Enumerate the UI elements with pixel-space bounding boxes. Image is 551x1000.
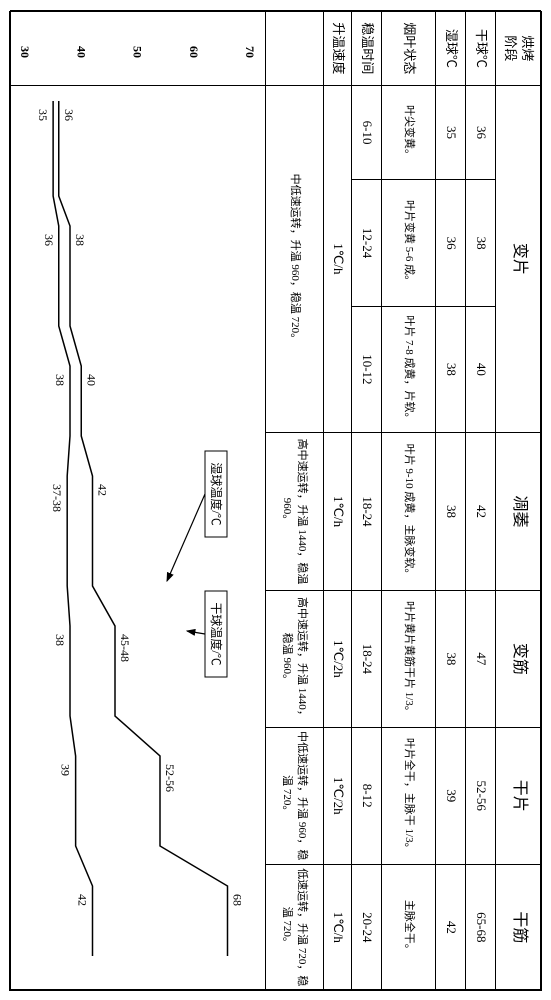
wet-bulb-row: 湿球℃ 35 36 38 38 38 39 42 bbox=[436, 12, 466, 991]
svg-text:36: 36 bbox=[42, 234, 56, 246]
label-wet: 湿球℃ bbox=[436, 12, 466, 86]
svg-text:36: 36 bbox=[62, 109, 76, 121]
cell-ramp: 1℃/h bbox=[324, 433, 352, 591]
stage-diaowei: 凋萎 bbox=[496, 433, 542, 591]
svg-text:42: 42 bbox=[96, 484, 110, 496]
svg-text:干球温度/℃: 干球温度/℃ bbox=[209, 602, 224, 665]
cell-hold: 6-10 bbox=[352, 85, 382, 180]
cell-hold: 18-24 bbox=[352, 433, 382, 591]
cell-hold: 12-24 bbox=[352, 180, 382, 306]
svg-text:35: 35 bbox=[36, 109, 50, 121]
svg-text:30: 30 bbox=[18, 46, 32, 58]
cell-dry: 42 bbox=[466, 433, 496, 591]
svg-text:50: 50 bbox=[131, 46, 145, 58]
svg-text:39: 39 bbox=[59, 764, 73, 776]
stage-ganpian: 干片 bbox=[496, 727, 542, 864]
label-hold: 稳温时间 bbox=[352, 12, 382, 86]
cell-leaf: 主脉全干。 bbox=[382, 864, 436, 990]
rotated-content: 烘烤 阶段 变片 凋萎 变筋 干片 干筋 干球℃ 36 38 40 42 47 … bbox=[11, 11, 542, 991]
cell-fan: 高中速运转，升温 1440，稳温 960。 bbox=[266, 433, 324, 591]
label-ramp: 升温速度 bbox=[324, 12, 352, 86]
leaf-state-row: 烟叶状态 叶尖变黄。 叶片变黄 5-6 成。 叶片 7-8 成黄，片软。 叶片 … bbox=[382, 12, 436, 991]
hold-time-row: 稳温时间 6-10 12-24 10-12 18-24 18-24 8-12 2… bbox=[352, 12, 382, 991]
cell-dry: 52-56 bbox=[466, 727, 496, 864]
svg-text:38: 38 bbox=[73, 234, 87, 246]
cell-dry: 47 bbox=[466, 590, 496, 727]
cell-fan: 中低速运转，升温 960，稳温 720。 bbox=[266, 727, 324, 864]
cell-fan: 中低速运转，升温 960，稳温 720。 bbox=[266, 85, 324, 432]
cell-dry: 36 bbox=[466, 85, 496, 180]
y-axis-cell: 70 60 50 40 30 bbox=[10, 12, 266, 86]
chart-cell: 36 38 40 42 45-48 52-56 68 35 36 38 37-38 38 39 42 湿球温… bbox=[10, 85, 266, 990]
label-stage: 烘烤 阶段 bbox=[496, 12, 542, 86]
cell-wet: 38 bbox=[436, 433, 466, 591]
cell-wet: 38 bbox=[436, 590, 466, 727]
chart-row: 70 60 50 40 30 36 38 40 42 45-48 52-56 68 35 36 38 37-… bbox=[10, 12, 266, 991]
svg-text:湿球温度/℃: 湿球温度/℃ bbox=[209, 462, 224, 525]
svg-text:70: 70 bbox=[243, 46, 257, 58]
svg-text:38: 38 bbox=[53, 634, 67, 646]
cell-leaf: 叶片黄片黄筋干片 1/3。 bbox=[382, 590, 436, 727]
cell-wet: 42 bbox=[436, 864, 466, 990]
stage-header-row: 烘烤 阶段 变片 凋萎 变筋 干片 干筋 bbox=[496, 12, 542, 991]
ramp-rate-row: 升温速度 1℃/h 1℃/h 1℃/2h 1℃/2h 1℃/h bbox=[324, 12, 352, 991]
svg-text:38: 38 bbox=[53, 374, 67, 386]
cell-fan: 低速运转，升温 720，稳温 720。 bbox=[266, 864, 324, 990]
cell-dry: 65-68 bbox=[466, 864, 496, 990]
fan-row: 中低速运转，升温 960，稳温 720。 高中速运转，升温 1440，稳温 96… bbox=[266, 12, 324, 991]
y-axis-svg: 70 60 50 40 30 bbox=[10, 12, 265, 82]
stage-bianjin: 变筋 bbox=[496, 590, 542, 727]
cell-dry: 38 bbox=[466, 180, 496, 306]
cell-ramp: 1℃/2h bbox=[324, 727, 352, 864]
cell-ramp: 1℃/2h bbox=[324, 590, 352, 727]
svg-text:52-56: 52-56 bbox=[163, 764, 177, 792]
stage-bianpian: 变片 bbox=[496, 85, 542, 432]
cell-hold: 8-12 bbox=[352, 727, 382, 864]
svg-text:42: 42 bbox=[76, 894, 90, 906]
svg-text:37-38: 37-38 bbox=[50, 484, 64, 512]
cell-leaf: 叶片 7-8 成黄，片软。 bbox=[382, 306, 436, 432]
cell-wet: 35 bbox=[436, 85, 466, 180]
dry-bulb-row: 干球℃ 36 38 40 42 47 52-56 65-68 bbox=[466, 12, 496, 991]
cell-wet: 38 bbox=[436, 306, 466, 432]
stage-ganjin: 干筋 bbox=[496, 864, 542, 990]
svg-text:68: 68 bbox=[231, 894, 245, 906]
cell-wet: 39 bbox=[436, 727, 466, 864]
cell-hold: 20-24 bbox=[352, 864, 382, 990]
cell-hold: 10-12 bbox=[352, 306, 382, 432]
temperature-chart: 36 38 40 42 45-48 52-56 68 35 36 38 37-38 38 39 42 湿球温… bbox=[10, 86, 265, 976]
curing-table: 烘烤 阶段 变片 凋萎 变筋 干片 干筋 干球℃ 36 38 40 42 47 … bbox=[9, 11, 542, 991]
cell-ramp: 1℃/h bbox=[324, 85, 352, 432]
cell-leaf: 叶片变黄 5-6 成。 bbox=[382, 180, 436, 306]
label-fan bbox=[266, 12, 324, 86]
cell-ramp: 1℃/h bbox=[324, 864, 352, 990]
svg-text:40: 40 bbox=[74, 46, 88, 58]
label-leaf: 烟叶状态 bbox=[382, 12, 436, 86]
label-dry: 干球℃ bbox=[466, 12, 496, 86]
cell-hold: 18-24 bbox=[352, 590, 382, 727]
cell-dry: 40 bbox=[466, 306, 496, 432]
svg-text:45-48: 45-48 bbox=[118, 634, 132, 662]
svg-text:40: 40 bbox=[84, 374, 98, 386]
svg-text:60: 60 bbox=[187, 46, 201, 58]
page-frame: 烘烤 阶段 变片 凋萎 变筋 干片 干筋 干球℃ 36 38 40 42 47 … bbox=[10, 10, 541, 990]
cell-leaf: 叶尖变黄。 bbox=[382, 85, 436, 180]
cell-fan: 高中速运转，升温 1440，稳温 960。 bbox=[266, 590, 324, 727]
cell-leaf: 叶片 9-10 成黄，主脉变软。 bbox=[382, 433, 436, 591]
cell-wet: 36 bbox=[436, 180, 466, 306]
cell-leaf: 叶片全干，主脉干 1/3。 bbox=[382, 727, 436, 864]
